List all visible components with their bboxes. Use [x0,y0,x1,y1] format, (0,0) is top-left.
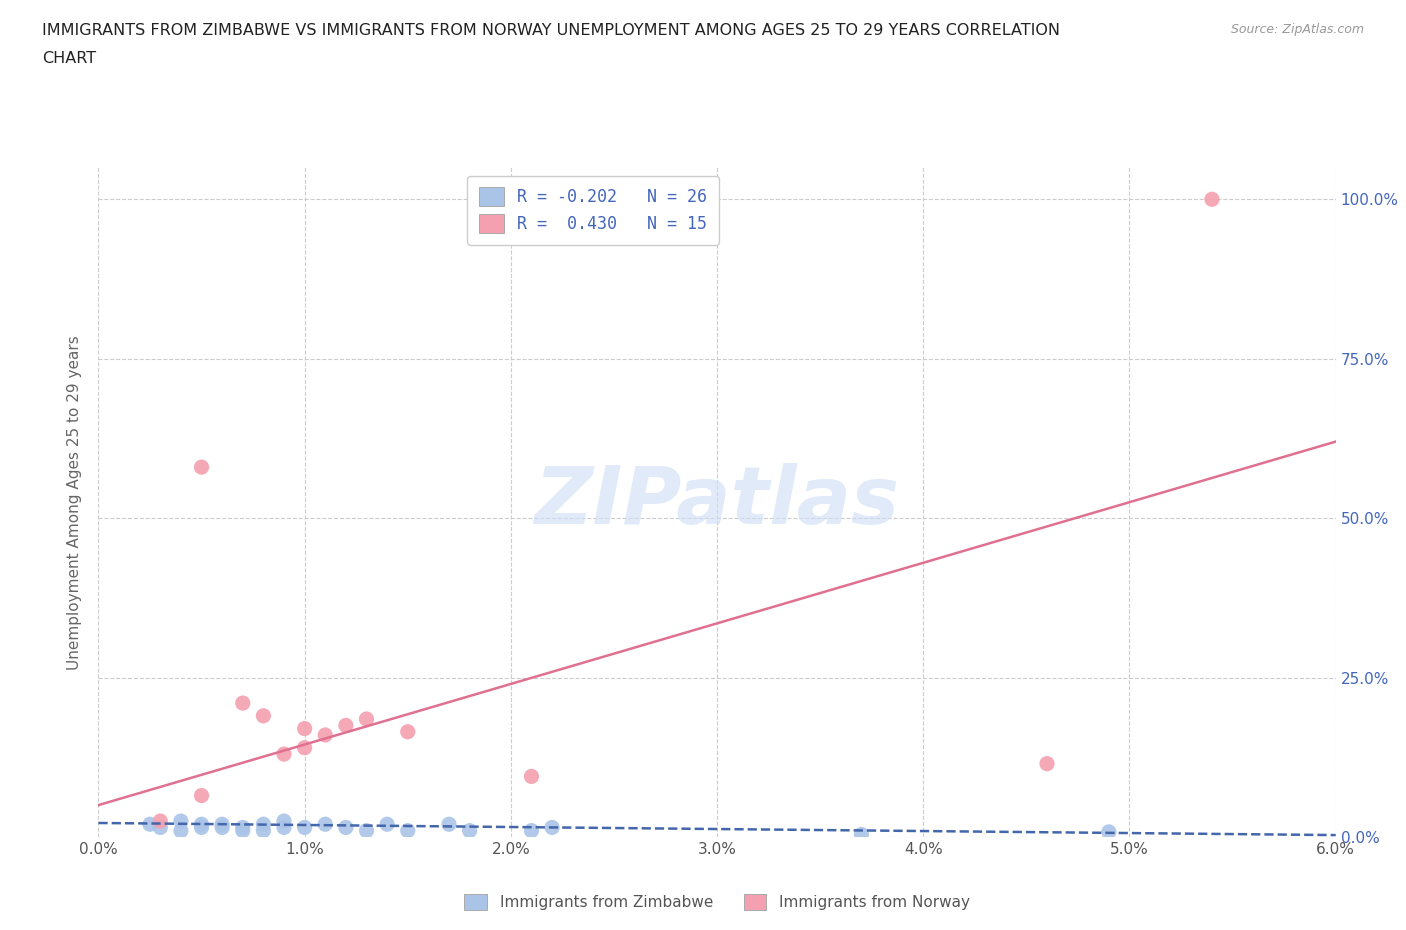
Point [458,823,481,838]
Point [356,823,378,838]
Point [211,820,233,835]
Point [294,820,316,835]
Point [149,814,172,829]
Point [1036,756,1059,771]
Legend: Immigrants from Zimbabwe, Immigrants from Norway: Immigrants from Zimbabwe, Immigrants fro… [458,887,976,916]
Point [294,740,316,755]
Point [335,820,357,835]
Point [273,814,295,829]
Point [356,711,378,726]
Point [541,820,564,835]
Point [252,817,274,831]
Point [149,820,172,835]
Text: CHART: CHART [42,51,96,66]
Point [190,817,212,831]
Text: Source: ZipAtlas.com: Source: ZipAtlas.com [1230,23,1364,36]
Point [294,721,316,736]
Point [520,823,543,838]
Point [252,709,274,724]
Point [273,820,295,835]
Point [190,820,212,835]
Point [396,724,419,739]
Point [252,823,274,838]
Point [190,788,212,803]
Point [232,696,254,711]
Point [314,727,336,742]
Point [1201,192,1223,206]
Point [232,820,254,835]
Point [190,459,212,474]
Point [520,769,543,784]
Point [335,718,357,733]
Point [139,817,162,831]
Point [273,747,295,762]
Point [314,817,336,831]
Point [211,817,233,831]
Point [170,823,193,838]
Text: IMMIGRANTS FROM ZIMBABWE VS IMMIGRANTS FROM NORWAY UNEMPLOYMENT AMONG AGES 25 TO: IMMIGRANTS FROM ZIMBABWE VS IMMIGRANTS F… [42,23,1060,38]
Point [232,823,254,838]
Y-axis label: Unemployment Among Ages 25 to 29 years: Unemployment Among Ages 25 to 29 years [67,335,83,670]
Point [1098,825,1121,840]
Point [375,817,398,831]
Point [851,827,873,842]
Point [437,817,460,831]
Text: ZIPatlas: ZIPatlas [534,463,900,541]
Point [170,814,193,829]
Point [396,823,419,838]
